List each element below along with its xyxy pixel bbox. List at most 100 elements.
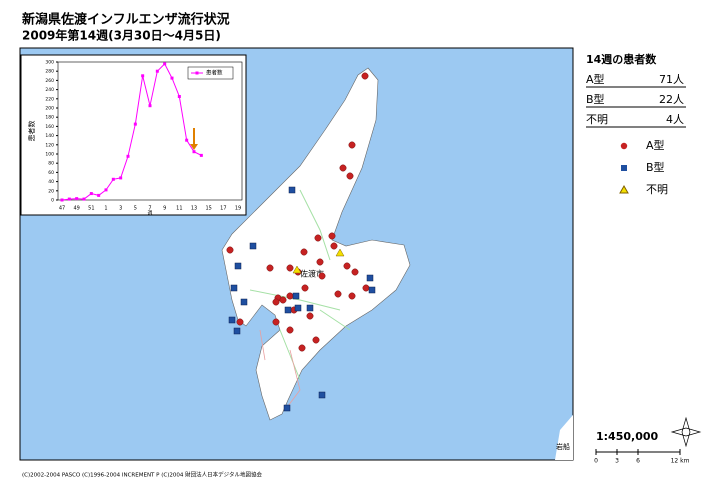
series-marker <box>192 150 196 154</box>
series-marker <box>199 153 203 157</box>
case-b <box>294 304 302 312</box>
series-marker <box>104 188 108 192</box>
y-tick-label: 0 <box>51 198 54 204</box>
x-tick-label: 7 <box>148 206 151 212</box>
case-a <box>314 234 322 242</box>
series-marker <box>163 62 167 66</box>
x-tick-label: 5 <box>134 206 137 212</box>
footer: (C)2002-2004 PASCO (C)1996-2004 INCREMEN… <box>22 471 263 479</box>
series-marker <box>119 176 123 180</box>
case-a <box>272 298 280 306</box>
series-marker <box>170 76 174 80</box>
y-tick-label: 100 <box>45 152 54 158</box>
y-tick-label: 200 <box>45 106 54 112</box>
series-marker <box>111 177 115 181</box>
case-a <box>330 242 338 250</box>
case-a <box>286 264 294 272</box>
case-b <box>306 304 314 312</box>
case-b <box>288 186 296 194</box>
x-tick-label: 17 <box>220 206 226 212</box>
legend-label: B型 <box>646 160 665 174</box>
map-label: 岩船 <box>556 442 570 451</box>
case-b <box>366 274 374 282</box>
case-a <box>266 264 274 272</box>
series-marker <box>60 198 64 202</box>
case-a <box>279 296 287 304</box>
case-a <box>306 312 314 320</box>
legend-marker <box>195 71 199 75</box>
x-axis-label: 週 <box>147 210 152 217</box>
summary-count: 22人 <box>659 93 684 106</box>
scale: 1:450,000 <box>596 430 659 443</box>
case-b <box>284 306 292 314</box>
case-a <box>318 272 326 280</box>
map-label: 佐渡市 <box>300 269 324 279</box>
x-tick-label: 51 <box>88 206 94 212</box>
scale-label: 3 <box>615 458 619 465</box>
series-marker <box>177 95 181 98</box>
x-tick-label: 9 <box>163 206 166 212</box>
case-b <box>240 298 248 306</box>
y-axis-label: 患者数 <box>27 121 36 142</box>
series-marker <box>155 69 159 73</box>
case-a <box>312 336 320 344</box>
series-marker <box>148 104 152 108</box>
legend-symbol <box>621 165 627 171</box>
case-b <box>283 404 291 412</box>
x-tick-label: 3 <box>119 206 122 212</box>
case-unknown <box>335 248 345 257</box>
case-a <box>286 326 294 334</box>
case-b <box>228 316 236 324</box>
y-tick-label: 240 <box>45 87 54 93</box>
y-tick-label: 280 <box>45 69 54 75</box>
case-b <box>233 327 241 335</box>
series-marker <box>185 138 189 142</box>
case-a <box>351 268 359 276</box>
plot-area <box>57 61 243 201</box>
series-marker <box>126 154 130 158</box>
y-tick-label: 20 <box>48 188 54 194</box>
y-tick-label: 60 <box>48 170 54 176</box>
legend-symbol <box>620 142 628 150</box>
summary-label: B型 <box>586 92 605 106</box>
case-a <box>346 172 354 180</box>
scale-label: 12 km <box>671 458 690 465</box>
case-a <box>328 232 336 240</box>
arrow <box>190 144 198 150</box>
case-a <box>316 258 324 266</box>
x-tick-label: 11 <box>176 206 182 212</box>
case-a <box>236 318 244 326</box>
case-b <box>368 286 376 294</box>
legend-label: 不明 <box>646 183 668 196</box>
y-tick-label: 40 <box>48 179 54 185</box>
case-a <box>226 246 234 254</box>
y-tick-label: 180 <box>45 115 54 121</box>
case-a <box>339 164 347 172</box>
y-tick-label: 300 <box>45 60 54 66</box>
roads <box>259 329 301 411</box>
y-tick-label: 160 <box>45 124 54 130</box>
case-b <box>249 242 257 250</box>
summary-count: 71人 <box>659 73 684 86</box>
y-tick-label: 260 <box>45 78 54 84</box>
compass <box>670 416 702 448</box>
case-a <box>343 262 351 270</box>
x-tick-label: 47 <box>59 206 65 212</box>
case-a <box>298 344 306 352</box>
y-tick-label: 80 <box>48 161 54 167</box>
series-marker <box>133 122 137 126</box>
legend-label: A型 <box>646 138 665 152</box>
subtitle: 2009年第14週(3月30日～4月5日) <box>22 28 221 43</box>
case-a <box>286 292 294 300</box>
roads <box>249 189 351 381</box>
legend-symbol <box>619 184 629 194</box>
legend-label: 患者数 <box>206 69 223 77</box>
scale-label: 6 <box>636 458 640 465</box>
case-unknown <box>292 265 302 274</box>
case-b <box>318 391 326 399</box>
scale-bar <box>595 449 681 455</box>
y-tick-label: 120 <box>45 142 54 148</box>
case-a <box>348 292 356 300</box>
scale-label: 0 <box>594 458 598 465</box>
